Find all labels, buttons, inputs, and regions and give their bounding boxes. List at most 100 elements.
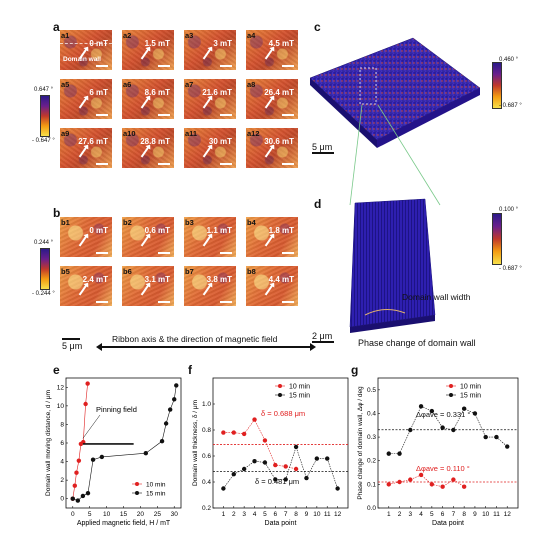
tile-scale-bar bbox=[220, 163, 232, 165]
panel-a-tile: a9 27.6 mT bbox=[60, 128, 112, 168]
colorbar-b-min: - 0.244 ° bbox=[32, 291, 55, 297]
data-point bbox=[386, 482, 391, 487]
panel-b-tile-label: b1 bbox=[61, 218, 70, 227]
y-tick-label: 0.0 bbox=[367, 505, 376, 512]
data-point bbox=[418, 472, 424, 478]
ribbon-arrow-right-head bbox=[310, 343, 316, 351]
x-tick-label: 3 bbox=[408, 511, 412, 518]
y-axis-label: Domain wall moving distance, d / μm bbox=[45, 390, 52, 496]
panel-b-tile: b3 1.1 mT bbox=[184, 217, 236, 257]
colorbar-c-max: 0.460 ° bbox=[499, 57, 519, 63]
scale-bar-ab: 5 μm bbox=[62, 338, 82, 351]
scale-bar-c-label: 5 μm bbox=[312, 142, 333, 152]
y-tick-label: 6 bbox=[60, 440, 64, 447]
annotation-pointer bbox=[82, 414, 101, 439]
panel-a-tile-field: 6 mT bbox=[89, 88, 108, 97]
colorbar-d bbox=[492, 213, 502, 265]
panel-a-tile: a8 26.4 mT bbox=[246, 79, 298, 119]
panel-a-tile-label: a5 bbox=[61, 80, 70, 89]
x-tick-label: 8 bbox=[294, 511, 298, 518]
y-tick-label: 0.1 bbox=[367, 481, 376, 488]
surface-c-roi bbox=[359, 67, 377, 105]
chart-e: 0 5 10 15 20 25 30 0 2 4 6 8 10 12 Applied magnetic fi… bbox=[45, 377, 182, 527]
panel-a-tile-label: a12 bbox=[247, 129, 260, 138]
panel-a-tile: a3 3 mT bbox=[184, 30, 236, 70]
panel-b-tile-field: 0.6 mT bbox=[144, 226, 170, 235]
panel-label-d: d bbox=[314, 197, 322, 211]
panel-a-tile-label: a8 bbox=[247, 80, 256, 89]
tile-scale-bar bbox=[282, 301, 294, 303]
data-point bbox=[429, 482, 435, 487]
tile-scale-bar bbox=[282, 163, 294, 165]
x-tick-label: 12 bbox=[334, 511, 342, 518]
y-tick-label: 0.5 bbox=[367, 387, 376, 394]
x-tick-label: 4 bbox=[253, 511, 257, 518]
panel-a-tile: a4 4.5 mT bbox=[246, 30, 298, 70]
panel-b-tile: b2 0.6 mT bbox=[122, 217, 174, 257]
x-tick-label: 4 bbox=[419, 511, 423, 518]
panel-b-tile: b4 1.8 mT bbox=[246, 217, 298, 257]
tile-scale-bar bbox=[158, 252, 170, 254]
tile-dashed-line bbox=[60, 43, 112, 44]
data-point bbox=[283, 477, 288, 482]
panel-a-tile-label: a10 bbox=[123, 129, 136, 138]
colorbar-a-min: - 0.647 ° bbox=[32, 138, 55, 144]
data-point bbox=[163, 421, 169, 426]
x-tick-label: 6 bbox=[441, 511, 445, 518]
data-point bbox=[461, 484, 467, 489]
panel-d-caption: Phase change of domain wall bbox=[358, 338, 476, 348]
legend-label: 10 min bbox=[289, 384, 310, 391]
domain-wall-width-marker bbox=[364, 309, 406, 316]
ribbon-arrow bbox=[100, 346, 310, 348]
data-point bbox=[231, 430, 236, 435]
y-tick-label: 12 bbox=[57, 384, 65, 391]
data-point bbox=[325, 456, 330, 461]
data-point bbox=[293, 444, 299, 450]
data-point bbox=[174, 383, 179, 388]
data-point bbox=[397, 479, 402, 485]
x-tick-label: 15 bbox=[120, 511, 128, 518]
data-point bbox=[83, 401, 88, 407]
panel-a-tile: a7 21.6 mT bbox=[184, 79, 236, 119]
tile-scale-bar bbox=[220, 252, 232, 254]
y-axis-label: Domain wall thickness, δ / μm bbox=[192, 400, 199, 486]
panel-a-tile: a5 6 mT bbox=[60, 79, 112, 119]
x-tick-label: 8 bbox=[462, 511, 466, 518]
data-point bbox=[293, 466, 299, 472]
legend-label: 15 min bbox=[460, 393, 481, 400]
x-tick-label: 3 bbox=[242, 511, 246, 518]
arrow-icon bbox=[264, 235, 274, 247]
y-tick-label: 0.8 bbox=[202, 427, 211, 434]
panel-a-tile-label: a2 bbox=[123, 31, 132, 40]
scale-bar-d-label: 2 μm bbox=[312, 331, 333, 341]
colorbar-b bbox=[40, 248, 50, 290]
scale-bar-c: 5 μm bbox=[312, 142, 334, 154]
zoom-line-left bbox=[349, 104, 363, 206]
x-tick-label: 5 bbox=[263, 511, 267, 518]
x-tick-label: 5 bbox=[430, 511, 434, 518]
reference-line-label: Δφave = 0.110 ° bbox=[416, 464, 470, 473]
panel-b-tile: b8 4.4 mT bbox=[246, 266, 298, 306]
arrow-icon bbox=[78, 97, 88, 109]
surface-c-side-left bbox=[310, 78, 377, 148]
legend-marker bbox=[278, 384, 282, 388]
legend-label: 10 min bbox=[146, 482, 166, 489]
tile-scale-bar bbox=[96, 252, 108, 254]
data-point bbox=[283, 464, 288, 469]
x-tick-label: 1 bbox=[222, 511, 226, 518]
x-tick-label: 12 bbox=[504, 511, 512, 518]
series-line bbox=[72, 383, 88, 499]
panel-a-tile-label: a11 bbox=[185, 129, 198, 138]
legend-label: 10 min bbox=[460, 384, 481, 391]
data-point bbox=[90, 457, 96, 462]
data-point bbox=[241, 466, 247, 472]
tile-scale-bar bbox=[96, 65, 108, 67]
tile-scale-bar bbox=[282, 252, 294, 254]
tile-scale-bar bbox=[158, 65, 170, 67]
arrow-icon bbox=[202, 284, 212, 296]
y-tick-label: 0.3 bbox=[367, 434, 376, 441]
data-point bbox=[418, 404, 424, 409]
panel-a-tile-label: a3 bbox=[185, 31, 194, 40]
data-point bbox=[70, 496, 75, 501]
